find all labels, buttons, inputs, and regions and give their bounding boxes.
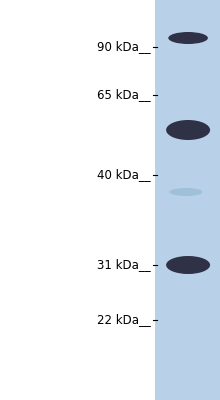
Ellipse shape <box>166 120 210 140</box>
Ellipse shape <box>168 32 208 44</box>
Text: 90 kDa__: 90 kDa__ <box>97 40 151 54</box>
Bar <box>155 0 220 400</box>
Text: 40 kDa__: 40 kDa__ <box>97 168 151 182</box>
Text: 31 kDa__: 31 kDa__ <box>97 258 151 272</box>
Text: 65 kDa__: 65 kDa__ <box>97 88 151 102</box>
Ellipse shape <box>169 188 202 196</box>
Ellipse shape <box>166 256 210 274</box>
Text: 22 kDa__: 22 kDa__ <box>97 314 151 326</box>
